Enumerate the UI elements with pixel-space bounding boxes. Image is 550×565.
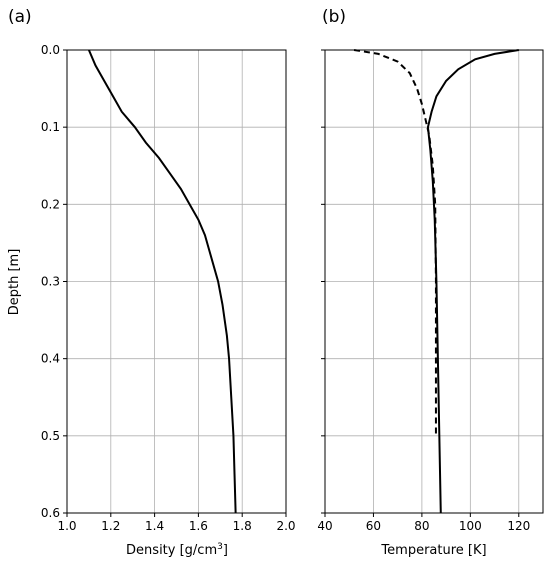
- panel-a-x-tick-label: 1.8: [233, 519, 252, 533]
- panel-a-y-tick-label: 0.2: [41, 197, 60, 211]
- panel-a-x-tick-label: 1.4: [145, 519, 164, 533]
- panel-b-x-tick-label: 120: [507, 519, 530, 533]
- panel-b: 40 60 80 100 120: [317, 49, 544, 533]
- panel-a-y-tick-label: 0.6: [41, 506, 60, 520]
- panel-a: 1.0 1.2 1.4 1.6 1.8 2.0 0.0 0.1 0.2 0.3 0.4 0.5 0.6: [41, 43, 296, 533]
- panel-a-y-tick-label: 0.0: [41, 43, 60, 57]
- panel-a-x-tick-label: 2.0: [276, 519, 295, 533]
- panel-a-frame: [66, 49, 287, 514]
- panel-a-x-axis-label-sup: 3: [217, 542, 223, 552]
- panel-b-frame: [324, 49, 544, 514]
- panel-a-label: (a): [8, 7, 32, 27]
- panel-b-label: (b): [322, 7, 346, 27]
- panel-a-x-axis-label-main: Density [g/cm: [126, 543, 217, 558]
- panel-a-x-tick-label: 1.6: [189, 519, 208, 533]
- panel-a-y-tick-label: 0.3: [41, 275, 60, 289]
- panel-b-x-axis-label: Temperature [K]: [380, 543, 486, 558]
- panel-b-x-tick-label: 40: [317, 519, 332, 533]
- panel-a-series-solid-line: [87, 49, 237, 514]
- panel-a-y-tick-label: 0.5: [41, 429, 60, 443]
- panel-a-x-tick-label: 1.2: [101, 519, 120, 533]
- panel-a-y-tick-label: 0.4: [41, 352, 60, 366]
- panel-b-series-solid-line: [426, 49, 519, 514]
- panel-b-x-tick-label: 80: [414, 519, 429, 533]
- panel-b-series-dashed-line: [353, 49, 437, 436]
- panel-a-x-tick-label: 1.0: [57, 519, 76, 533]
- panel-a-x-axis-label: Density [g/cm3]: [126, 542, 228, 558]
- panel-b-x-tick-label: 100: [459, 519, 482, 533]
- panel-a-x-axis-label-tail: ]: [223, 543, 228, 558]
- panel-a-y-tick-label: 0.1: [41, 120, 60, 134]
- y-axis-label: Depth [m]: [7, 249, 22, 316]
- panel-b-x-tick-label: 60: [366, 519, 381, 533]
